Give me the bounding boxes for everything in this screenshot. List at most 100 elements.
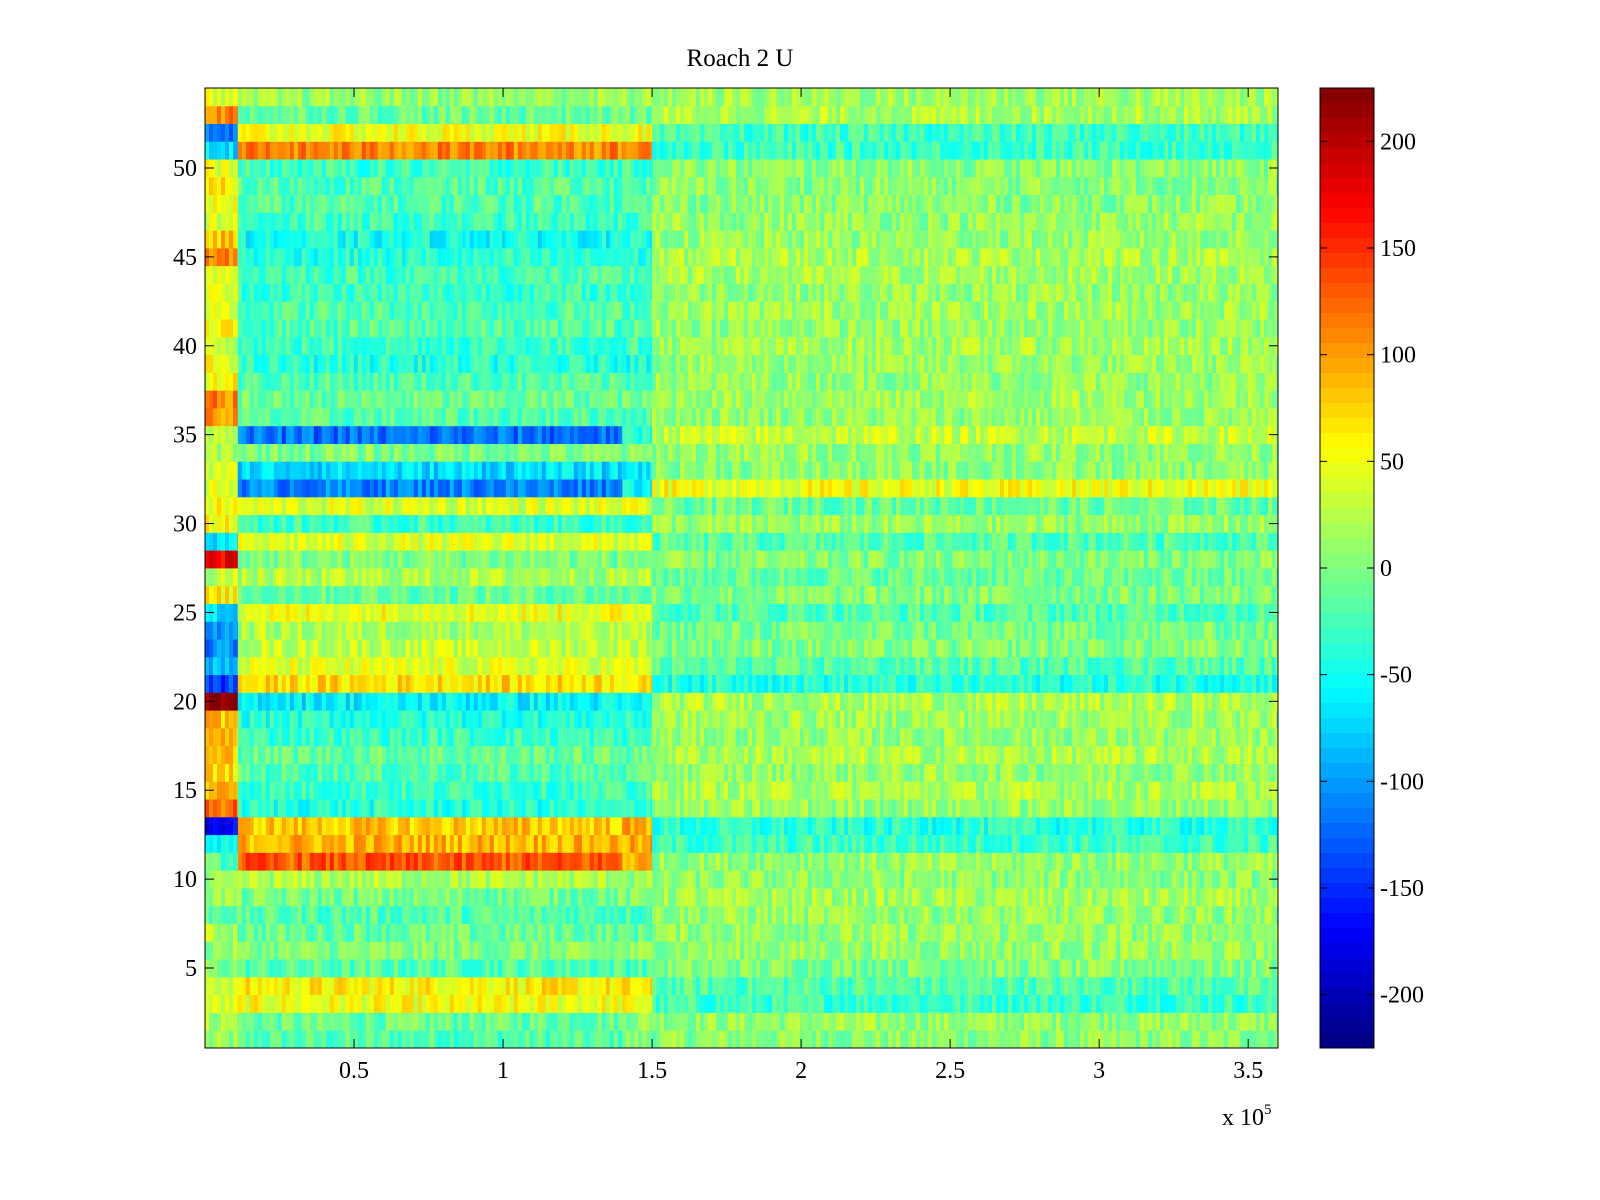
heatmap-cell <box>1216 941 1221 960</box>
heatmap-cell <box>988 888 993 907</box>
heatmap-cell <box>812 923 817 942</box>
heatmap-cell <box>509 852 515 871</box>
heatmap-cell <box>788 941 793 960</box>
heatmap-cell <box>601 834 607 853</box>
heatmap-cell <box>577 852 583 871</box>
heatmap-cell <box>217 941 222 960</box>
heatmap-cell <box>485 959 491 978</box>
heatmap-cell <box>1208 976 1213 996</box>
heatmap-cell <box>860 959 865 978</box>
heatmap-cell <box>1152 1030 1157 1049</box>
heatmap-cell <box>1180 852 1185 871</box>
heatmap-cell <box>824 852 829 871</box>
heatmap-cell <box>936 799 941 818</box>
heatmap-cell <box>601 959 607 978</box>
heatmap-cell <box>716 870 721 889</box>
heatmap-cell <box>940 816 945 836</box>
heatmap-cell <box>1068 799 1073 818</box>
heatmap-cell <box>1108 870 1113 889</box>
heatmap-cell <box>349 763 355 782</box>
heatmap-cell <box>642 994 647 1013</box>
heatmap-cell <box>497 994 503 1013</box>
heatmap-cell <box>1176 816 1181 836</box>
heatmap-cell <box>852 728 857 747</box>
heatmap-cell <box>465 905 471 924</box>
heatmap-cell <box>417 781 423 800</box>
heatmap-cell <box>1268 852 1273 871</box>
heatmap-cell <box>1240 905 1245 924</box>
heatmap-cell <box>972 905 977 924</box>
heatmap-cell <box>1180 888 1185 907</box>
heatmap-cell <box>996 888 1001 907</box>
heatmap-cell <box>724 905 729 924</box>
heatmap-cell <box>868 728 873 747</box>
heatmap-cell <box>1244 994 1249 1013</box>
heatmap-cell <box>429 852 435 871</box>
heatmap-cell <box>816 745 821 764</box>
heatmap-cell <box>1136 1030 1141 1049</box>
heatmap-cell <box>1140 994 1145 1013</box>
heatmap-cell <box>1036 959 1041 978</box>
heatmap-cell <box>708 745 713 764</box>
heatmap-cell <box>840 905 845 924</box>
heatmap-cell <box>984 1030 989 1049</box>
heatmap-cell <box>277 870 283 889</box>
heatmap-cell <box>1188 923 1193 942</box>
heatmap-cell <box>956 888 961 907</box>
heatmap-cell <box>680 763 685 782</box>
heatmap-cell <box>597 781 603 800</box>
heatmap-cell <box>397 994 403 1013</box>
heatmap-cell <box>517 1030 523 1049</box>
heatmap-cell <box>876 941 881 960</box>
heatmap-cell <box>1024 888 1029 907</box>
heatmap-cell <box>1152 834 1157 853</box>
heatmap-cell <box>912 1030 917 1049</box>
heatmap-cell <box>1224 852 1229 871</box>
heatmap-cell <box>668 763 673 782</box>
heatmap-cell <box>1028 799 1033 818</box>
heatmap-cell <box>353 870 359 889</box>
heatmap-cell <box>1240 852 1245 871</box>
heatmap-cell <box>844 816 849 836</box>
heatmap-cell <box>1132 905 1137 924</box>
heatmap-cell <box>872 941 877 960</box>
heatmap-cell <box>652 763 657 782</box>
heatmap-cell <box>864 941 869 960</box>
heatmap-cell <box>361 781 367 800</box>
heatmap-cell <box>968 959 973 978</box>
heatmap-cell <box>1008 959 1013 978</box>
heatmap-cell <box>433 959 439 978</box>
heatmap-cell <box>716 745 721 764</box>
heatmap-cell <box>1060 905 1065 924</box>
heatmap-cell <box>1164 959 1169 978</box>
heatmap-cell <box>1080 888 1085 907</box>
heatmap-cell <box>577 905 583 924</box>
heatmap-cell <box>581 745 587 764</box>
heatmap-cell <box>1160 994 1165 1013</box>
heatmap-cell <box>936 816 941 836</box>
heatmap-cell <box>1164 1012 1169 1031</box>
heatmap-cell <box>1200 763 1205 782</box>
heatmap-cell <box>449 888 455 907</box>
heatmap-cell <box>660 959 665 978</box>
heatmap-cell <box>477 781 483 800</box>
heatmap-cell <box>513 994 519 1013</box>
heatmap-cell <box>1224 781 1229 800</box>
heatmap-cell <box>453 870 459 889</box>
heatmap-cell <box>680 888 685 907</box>
heatmap-cell <box>1096 799 1101 818</box>
heatmap-cell <box>293 852 299 871</box>
heatmap-cell <box>1124 923 1129 942</box>
heatmap-cell <box>613 870 619 889</box>
heatmap-cell <box>672 941 677 960</box>
heatmap-cell <box>545 1012 551 1031</box>
heatmap-cell <box>800 1012 805 1031</box>
heatmap-cell <box>461 994 467 1013</box>
heatmap-cell <box>852 1030 857 1049</box>
heatmap-cell <box>569 870 575 889</box>
heatmap-cell <box>1220 1030 1225 1049</box>
heatmap-cell <box>413 710 419 729</box>
heatmap-cell <box>928 763 933 782</box>
heatmap-cell <box>1260 905 1265 924</box>
heatmap-cell <box>473 941 479 960</box>
